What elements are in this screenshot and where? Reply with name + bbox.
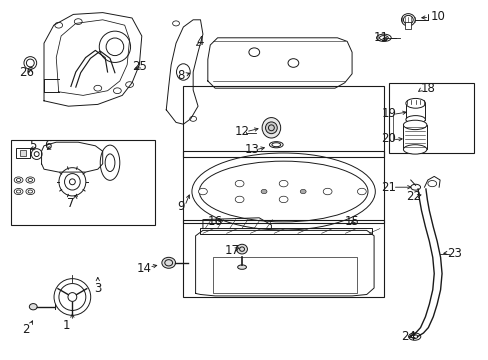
Circle shape (189, 116, 196, 121)
Circle shape (279, 196, 287, 203)
Ellipse shape (162, 257, 175, 268)
Ellipse shape (236, 244, 247, 254)
Circle shape (235, 180, 244, 187)
Bar (405, 22, 410, 29)
Text: 9: 9 (177, 201, 184, 213)
Text: 25: 25 (132, 60, 146, 73)
Ellipse shape (403, 120, 426, 130)
Text: 6: 6 (44, 139, 52, 152)
Bar (403, 125, 426, 149)
Text: 7: 7 (67, 197, 75, 210)
Text: 18: 18 (420, 82, 434, 95)
Text: 26: 26 (20, 66, 34, 78)
Ellipse shape (29, 303, 37, 310)
Text: 24: 24 (400, 330, 415, 343)
Bar (183, 151, 383, 223)
Text: 20: 20 (381, 132, 395, 145)
Circle shape (323, 188, 331, 195)
Circle shape (235, 196, 244, 203)
Bar (212, 257, 356, 293)
Circle shape (357, 188, 366, 195)
Circle shape (300, 189, 305, 194)
Text: 2: 2 (21, 323, 29, 336)
Text: 11: 11 (373, 31, 388, 44)
Text: 5: 5 (29, 139, 37, 152)
Ellipse shape (405, 98, 425, 108)
Text: 16: 16 (207, 215, 222, 228)
Circle shape (113, 88, 121, 94)
Bar (183, 220, 383, 297)
Bar (16, 148, 30, 158)
Circle shape (172, 21, 179, 26)
Ellipse shape (403, 145, 426, 154)
Text: 15: 15 (344, 215, 359, 228)
Text: 19: 19 (381, 107, 395, 120)
Bar (20, 150, 26, 156)
Ellipse shape (405, 116, 425, 123)
Text: 3: 3 (94, 282, 102, 294)
Ellipse shape (262, 118, 280, 138)
Text: 12: 12 (234, 125, 249, 138)
Text: 8: 8 (177, 69, 184, 82)
Text: 13: 13 (244, 143, 259, 156)
Circle shape (261, 189, 266, 194)
Text: 21: 21 (381, 181, 395, 194)
Text: 23: 23 (447, 247, 461, 260)
Text: 1: 1 (62, 319, 70, 332)
Circle shape (198, 188, 207, 195)
Bar (200, 228, 371, 234)
Circle shape (94, 85, 102, 91)
Circle shape (74, 19, 82, 24)
Bar (388, 83, 473, 153)
Ellipse shape (265, 122, 277, 134)
Text: 4: 4 (196, 35, 204, 48)
Text: 14: 14 (137, 262, 151, 275)
Circle shape (125, 82, 133, 87)
Bar (183, 86, 383, 157)
Circle shape (55, 22, 62, 28)
Text: 17: 17 (224, 244, 239, 257)
Circle shape (279, 180, 287, 187)
Text: 22: 22 (405, 190, 420, 203)
Ellipse shape (237, 265, 246, 269)
Bar (11, 140, 155, 225)
Bar (405, 103, 425, 120)
Text: 10: 10 (429, 10, 444, 23)
